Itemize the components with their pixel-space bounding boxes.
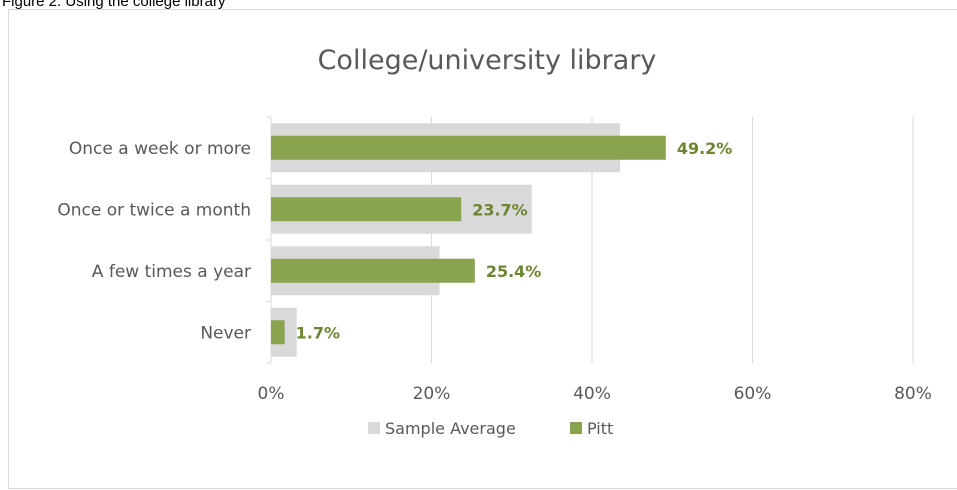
category-labels: Once a week or more Once or twice a month… [57,139,251,344]
chart-area: College/university library Once a week o… [8,9,957,489]
category-label-3: Never [200,323,251,343]
bar-chart: College/university library Once a week o… [9,10,957,490]
bar-pitt-1 [271,197,461,221]
category-label-0: Once a week or more [69,139,251,159]
data-label-3: 1.7% [296,323,340,342]
legend-swatch-pitt [570,422,582,434]
legend-swatch-sample-average [368,422,380,434]
x-tick-labels: 0% 20% 40% 60% 80% [258,384,932,404]
legend-label-sample-average: Sample Average [385,419,516,438]
x-tick-label-3: 60% [734,384,772,404]
legend-label-pitt: Pitt [587,419,613,438]
category-label-1: Once or twice a month [57,200,251,220]
category-label-2: A few times a year [92,262,251,282]
x-tick-label-4: 80% [894,384,932,404]
chart-title: College/university library [318,45,657,76]
data-label-2: 25.4% [486,262,542,281]
category-axis [266,117,271,363]
data-label-1: 23.7% [472,200,528,219]
bar-pitt-0 [271,136,666,160]
x-tick-label-1: 20% [413,384,451,404]
data-label-0: 49.2% [677,139,733,158]
x-tick-label-0: 0% [258,384,285,404]
bar-pitt-2 [271,259,475,283]
x-tick-label-2: 40% [573,384,611,404]
legend: Sample Average Pitt [368,419,613,438]
bar-pitt-3 [271,320,285,344]
